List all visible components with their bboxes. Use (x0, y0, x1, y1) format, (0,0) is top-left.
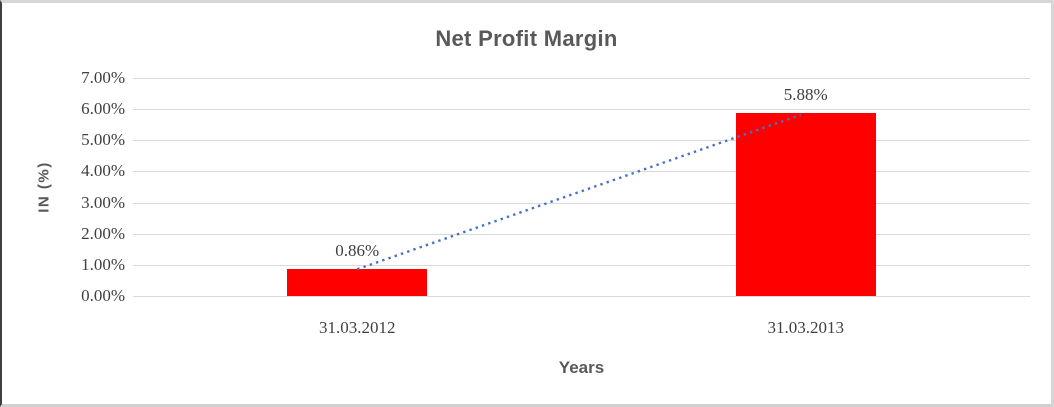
y-tick-label: 7.00% (81, 68, 125, 87)
bar-data-label: 5.88% (783, 84, 828, 104)
gridline (133, 171, 1030, 172)
gridline (133, 203, 1030, 204)
gridline (133, 140, 1030, 141)
gridline (133, 109, 1030, 110)
y-tick-label: 4.00% (81, 161, 125, 180)
x-tick-label: 31.03.2012 (319, 318, 396, 337)
gridline (133, 78, 1030, 79)
y-tick-label: 2.00% (81, 224, 125, 243)
y-tick-label: 5.00% (81, 130, 125, 149)
chart-title: Net Profit Margin (435, 26, 618, 51)
bar (735, 112, 876, 296)
x-axis-title: Years (558, 358, 605, 377)
gridline (133, 296, 1030, 297)
gridline (133, 234, 1030, 235)
x-tick-label: 31.03.2013 (767, 318, 845, 337)
y-tick-label: 0.00% (81, 286, 125, 305)
y-tick-label: 3.00% (81, 193, 125, 212)
y-tick-label: 6.00% (81, 99, 125, 118)
bar (287, 269, 428, 296)
bar-data-label: 0.86% (335, 241, 380, 261)
y-tick-label: 1.00% (81, 255, 125, 274)
gridline (133, 265, 1030, 266)
